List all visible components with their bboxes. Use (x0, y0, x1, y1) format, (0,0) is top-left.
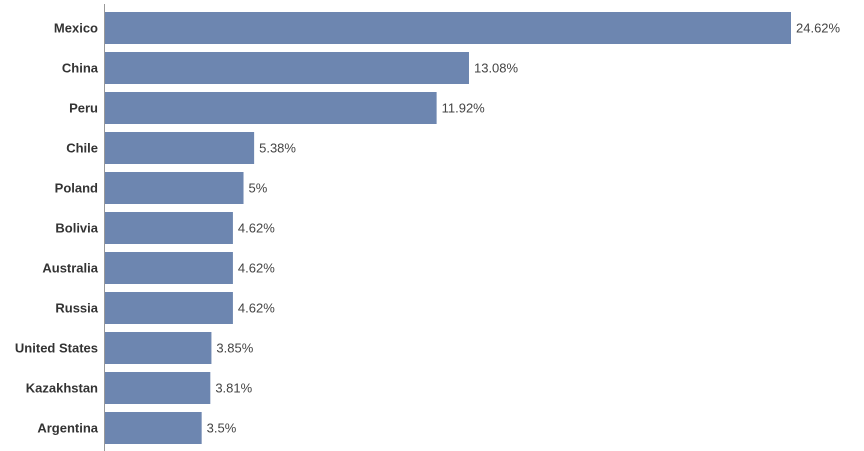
bar-mexico (104, 12, 791, 44)
category-label: Russia (55, 301, 98, 316)
value-label: 3.81% (215, 381, 252, 396)
bar-russia (104, 292, 233, 324)
bar-bolivia (104, 212, 233, 244)
category-label: Kazakhstan (26, 381, 98, 396)
bar-argentina (104, 412, 202, 444)
category-label: Peru (69, 101, 98, 116)
value-label: 4.62% (238, 221, 275, 236)
value-label: 11.92% (442, 101, 486, 116)
category-label: Bolivia (55, 221, 98, 236)
bar-united-states (104, 332, 212, 364)
bar-poland (104, 172, 244, 204)
bars-group (104, 12, 791, 444)
category-labels-group: Mexico China Peru Chile Poland Bolivia Austral… (15, 21, 99, 436)
value-label: 5% (249, 181, 268, 196)
bar-peru (104, 92, 437, 124)
bar-chile (104, 132, 255, 164)
value-label: 5.38% (259, 141, 296, 156)
value-labels-group: 24.62% 13.08% 11.92% 5.38% 5% 4.62% 4.62% 4.62%… (207, 21, 841, 436)
category-label: United States (15, 341, 98, 356)
value-label: 3.5% (207, 421, 237, 436)
category-label: Australia (42, 261, 98, 276)
bar-china (104, 52, 469, 84)
category-label: Argentina (37, 421, 98, 436)
value-label: 24.62% (796, 21, 841, 36)
bar-kazakhstan (104, 372, 211, 404)
category-label: Poland (55, 181, 98, 196)
bar-australia (104, 252, 233, 284)
value-label: 13.08% (474, 61, 519, 76)
category-label: Chile (66, 141, 98, 156)
value-label: 3.85% (216, 341, 253, 356)
value-label: 4.62% (238, 261, 275, 276)
category-label: China (62, 61, 99, 76)
value-label: 4.62% (238, 301, 275, 316)
category-label: Mexico (54, 21, 98, 36)
